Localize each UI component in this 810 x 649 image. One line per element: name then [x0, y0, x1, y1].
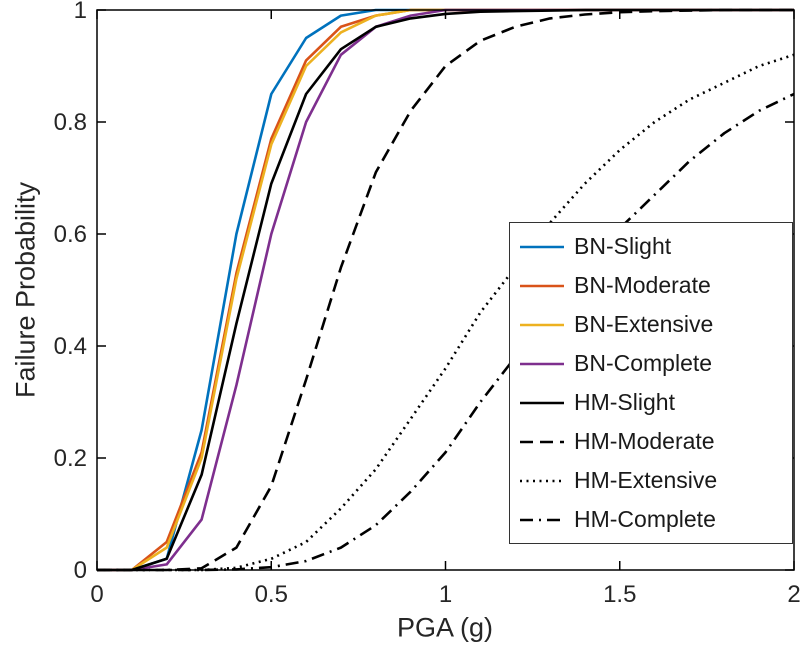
- legend-item-BN-Complete: BN-Complete: [518, 346, 792, 382]
- y-tick-label: 0.2: [54, 445, 87, 472]
- legend-line-sample: [520, 518, 564, 521]
- legend-label: HM-Slight: [574, 389, 675, 415]
- legend-item-BN-Slight: BN-Slight: [518, 229, 792, 265]
- legend-label: HM-Extensive: [574, 467, 718, 493]
- legend-line-sample: [520, 284, 564, 287]
- x-tick-label: 2: [787, 581, 800, 608]
- y-tick-label: 0.8: [54, 109, 87, 136]
- legend-line-sample: [520, 245, 564, 248]
- legend-line-sample: [520, 323, 564, 326]
- legend-label: BN-Extensive: [574, 311, 714, 337]
- legend-label: HM-Moderate: [574, 428, 715, 454]
- x-axis-label: PGA (g): [396, 612, 494, 643]
- legend-line-sample: [520, 440, 564, 443]
- legend-item-BN-Extensive: BN-Extensive: [518, 307, 792, 343]
- legend-label: HM-Complete: [574, 506, 716, 532]
- x-tick-label: 1: [439, 581, 452, 608]
- legend-label: BN-Slight: [574, 233, 672, 259]
- legend-line-sample: [520, 479, 564, 482]
- legend-item-HM-Complete: HM-Complete: [518, 502, 792, 538]
- legend: BN-Slight BN-Moderate BN-Extensive BN-Compl…: [509, 222, 793, 544]
- legend-item-HM-Moderate: HM-Moderate: [518, 424, 792, 460]
- x-tick-label: 0.5: [255, 581, 288, 608]
- legend-item-HM-Slight: HM-Slight: [518, 385, 792, 421]
- y-tick-label: 0: [74, 557, 87, 584]
- y-tick-label: 0.6: [54, 221, 87, 248]
- legend-item-BN-Moderate: BN-Moderate: [518, 268, 792, 304]
- x-tick-label: 1.5: [603, 581, 636, 608]
- legend-line-sample: [520, 401, 564, 404]
- x-tick-label: 0: [90, 581, 103, 608]
- y-axis-label: Failure Probability: [10, 181, 41, 399]
- legend-label: BN-Complete: [574, 350, 713, 376]
- legend-line-sample: [520, 362, 564, 365]
- y-tick-label: 1: [74, 0, 87, 24]
- y-tick-label: 0.4: [54, 333, 87, 360]
- legend-label: BN-Moderate: [574, 272, 711, 298]
- legend-item-HM-Extensive: HM-Extensive: [518, 463, 792, 499]
